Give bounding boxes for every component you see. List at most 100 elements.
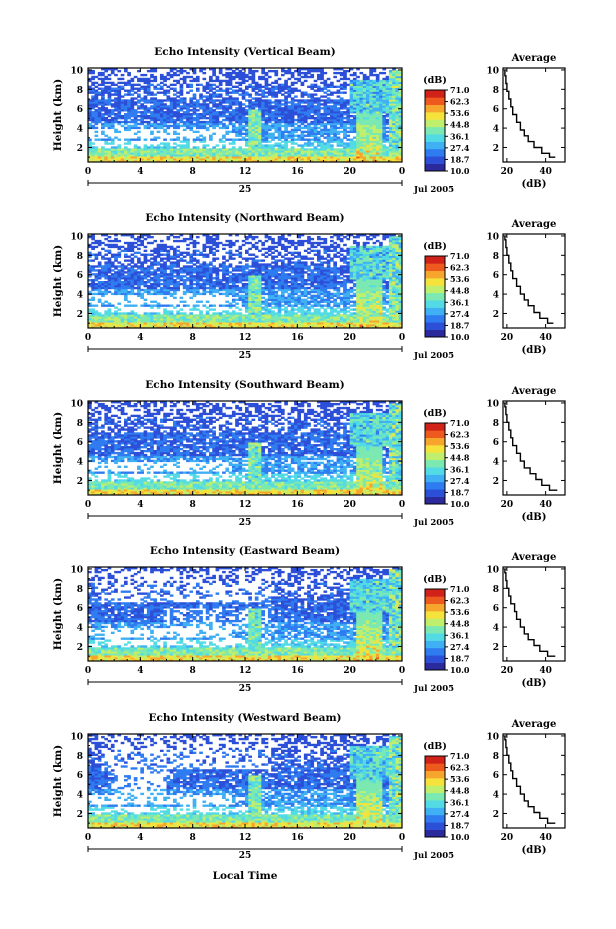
heatmap-cell <box>123 314 128 317</box>
heatmap-cell <box>300 105 305 108</box>
heatmap-cell <box>130 115 135 118</box>
heatmap-cell <box>235 275 239 278</box>
heatmap-cell <box>303 93 308 96</box>
heatmap-cell <box>228 122 233 126</box>
heatmap-cell <box>153 316 158 319</box>
heatmap-cell <box>104 322 109 325</box>
heatmap-cell <box>127 275 131 278</box>
heatmap-cell <box>241 111 246 114</box>
heatmap-cell <box>372 144 377 147</box>
heatmap-cell <box>222 257 226 260</box>
heatmap-cell <box>209 87 213 90</box>
heatmap-cell <box>231 275 236 278</box>
heatmap-cell <box>238 326 243 329</box>
heatmap-cell <box>114 68 118 71</box>
heatmap-cell <box>97 107 102 110</box>
heatmap-cell <box>228 265 233 268</box>
heatmap-cell <box>101 286 105 290</box>
heatmap-cell <box>166 144 171 147</box>
heatmap-cell <box>173 124 177 128</box>
heatmap-cell <box>209 79 213 83</box>
heatmap-cell <box>366 142 370 145</box>
heatmap-cell <box>186 273 190 276</box>
heatmap-cell <box>349 126 354 130</box>
heatmap-cell <box>392 115 396 118</box>
heatmap-cell <box>271 115 275 118</box>
heatmap-cell <box>245 318 249 321</box>
heatmap-cell <box>91 152 95 155</box>
heatmap-cell <box>133 115 138 118</box>
heatmap-cell <box>179 152 184 155</box>
heatmap-cell <box>379 81 383 85</box>
heatmap-cell <box>133 279 138 282</box>
heatmap-cell <box>241 275 246 278</box>
heatmap-cell <box>280 113 285 116</box>
heatmap-cell <box>182 97 187 100</box>
heatmap-cell <box>258 158 262 161</box>
heatmap-cell <box>88 124 92 128</box>
heatmap-cell <box>307 109 311 112</box>
heatmap-cell <box>326 85 331 88</box>
heatmap-cell <box>137 324 141 327</box>
heatmap-cell <box>156 324 161 327</box>
heatmap-cell <box>107 284 112 288</box>
heatmap-cell <box>271 136 275 139</box>
heatmap-cell <box>254 87 259 90</box>
heatmap-cell <box>352 126 357 130</box>
heatmap-cell <box>209 107 213 110</box>
heatmap-cell <box>349 107 354 110</box>
heatmap-cell <box>258 160 262 163</box>
heatmap-cell <box>173 288 177 292</box>
heatmap-cell <box>137 265 141 268</box>
heatmap-cell <box>104 89 109 92</box>
heatmap-cell <box>179 124 184 128</box>
heatmap-cell <box>88 265 92 268</box>
heatmap-cell <box>287 95 292 98</box>
heatmap-cell <box>290 148 295 151</box>
heatmap-cell <box>117 105 122 108</box>
heatmap-cell <box>91 146 95 149</box>
heatmap-cell <box>153 261 158 264</box>
heatmap-cell <box>300 138 305 141</box>
heatmap-cell <box>339 77 344 81</box>
heatmap-cell <box>123 326 128 329</box>
heatmap-cell <box>215 85 220 88</box>
heatmap-cell <box>352 150 357 153</box>
heatmap-cell <box>156 281 161 284</box>
heatmap-cell <box>156 292 161 296</box>
heatmap-cell <box>326 99 331 102</box>
heatmap-cell <box>264 101 269 104</box>
heatmap-cell <box>123 160 128 163</box>
heatmap-cell <box>235 284 239 288</box>
heatmap-cell <box>336 107 341 110</box>
heatmap-cell <box>107 89 112 92</box>
heatmap-cell <box>166 282 171 286</box>
heatmap-cell <box>267 116 272 120</box>
heatmap-cell <box>186 286 190 290</box>
heatmap-cell <box>114 152 118 155</box>
heatmap-cell <box>349 154 354 157</box>
heatmap-cell <box>264 160 269 163</box>
heatmap-cell <box>254 150 259 153</box>
heatmap-cell <box>307 68 311 71</box>
heatmap-cell <box>254 91 259 94</box>
heatmap-cell <box>346 160 351 163</box>
heatmap-cell <box>127 128 131 132</box>
heatmap-cell <box>228 118 233 122</box>
heatmap-cell <box>251 316 256 319</box>
heatmap-cell <box>359 101 364 104</box>
heatmap-cell <box>114 101 118 104</box>
heatmap-cell <box>91 265 95 268</box>
heatmap-cell <box>88 158 92 161</box>
heatmap-cell <box>205 271 210 274</box>
heatmap-cell <box>159 148 164 151</box>
heatmap-cell <box>379 95 383 98</box>
heatmap-cell <box>153 239 158 243</box>
heatmap-cell <box>130 156 135 159</box>
heatmap-cell <box>225 318 230 321</box>
day-label: 25 <box>239 185 252 195</box>
heatmap-cell <box>248 310 252 313</box>
heatmap-cell <box>159 81 164 85</box>
heatmap-cell <box>186 261 190 264</box>
heatmap-cell <box>101 241 105 245</box>
